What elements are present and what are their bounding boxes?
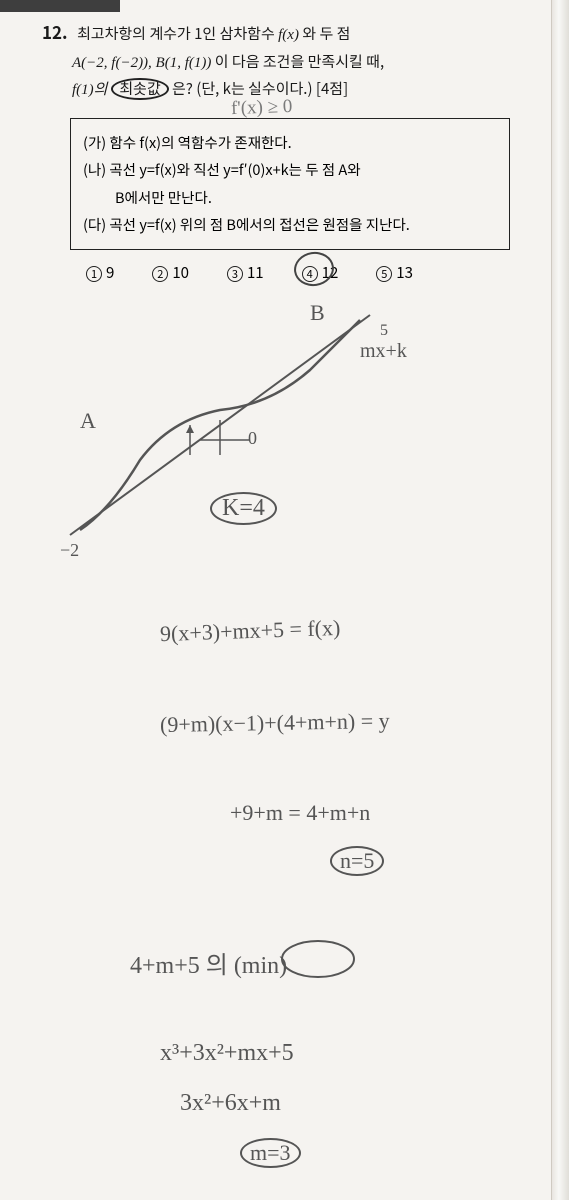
problem-line-2: A(−2, f(−2)), B(1, f(1)) 이 다음 조건을 만족시킬 때… bbox=[72, 49, 539, 77]
hw-eq5: x³+3x²+mx+5 bbox=[160, 1040, 294, 1067]
option-3: 311 bbox=[227, 262, 264, 283]
cond-a-tag: (가) bbox=[83, 132, 106, 153]
hw-eq1: 9(x+3)+mx+5 = f(x) bbox=[160, 615, 341, 647]
hw-fprime-ge0: f'(x) ≥ 0 bbox=[231, 95, 293, 119]
option-4: 412 bbox=[302, 262, 339, 283]
problem-text-1a: 최고차항의 계수가 1인 삼차함수 bbox=[77, 23, 278, 44]
hw-minus2: −2 bbox=[60, 540, 79, 561]
condition-a: (가) 함수 f(x)의 역함수가 존재한다. bbox=[83, 129, 497, 157]
scan-right-edge bbox=[551, 0, 569, 1200]
hw-eq4: 4+m+5 의 (min) bbox=[130, 945, 287, 980]
hw-eq4-circle bbox=[278, 938, 358, 980]
hw-eq2: (9+m)(x−1)+(4+m+n) = y bbox=[160, 708, 390, 738]
problem-text-1b: 와 두 점 bbox=[302, 23, 350, 44]
hw-five: 5 bbox=[380, 322, 388, 340]
problem-line-3: f(1)의 최솟값 은? (단, k는 실수이다.) [4점] bbox=[72, 76, 539, 104]
scan-dark-strip bbox=[0, 0, 120, 12]
answer-options: 19 210 311 412 513 bbox=[86, 262, 539, 283]
hw-eq3: +9+m = 4+m+n bbox=[230, 800, 370, 826]
cond-b-tag: (나) bbox=[83, 159, 106, 180]
condition-b-sub: B에서만 만난다. bbox=[83, 184, 497, 212]
option-5: 513 bbox=[376, 262, 413, 283]
hw-n5: n=5 bbox=[330, 846, 384, 876]
cond-b-text-1: 곡선 y=f(x)와 직선 y=f′(0)x+k는 두 점 A와 bbox=[109, 159, 360, 180]
hw-mxk: mx+k bbox=[360, 340, 407, 363]
hw-m3: m=3 bbox=[240, 1138, 301, 1168]
problem-AB: A(−2, f(−2)), B(1, f(1)) bbox=[72, 55, 211, 71]
problem-number: 12. bbox=[42, 19, 68, 44]
problem-text-2: 이 다음 조건을 만족시킬 때, bbox=[215, 51, 384, 72]
cond-c-tag: (다) bbox=[83, 214, 106, 235]
condition-b: (나) 곡선 y=f(x)와 직선 y=f′(0)x+k는 두 점 A와 bbox=[83, 156, 497, 184]
cond-b-text-2: B에서만 만난다. bbox=[115, 187, 212, 208]
problem-line-1: 12. 최고차항의 계수가 1인 삼차함수 f(x) 와 두 점 bbox=[42, 18, 539, 49]
option-2: 210 bbox=[152, 262, 189, 283]
hw-eq6: 3x²+6x+m bbox=[180, 1090, 281, 1117]
condition-box: f'(x) ≥ 0 (가) 함수 f(x)의 역함수가 존재한다. (나) 곡선… bbox=[70, 118, 510, 250]
cond-c-text: 곡선 y=f(x) 위의 점 B에서의 접선은 원점을 지난다. bbox=[109, 214, 409, 235]
hw-K4: K=4 bbox=[210, 492, 277, 525]
problem-fx: f(x) bbox=[278, 27, 299, 43]
problem-f1: f(1)의 bbox=[72, 82, 111, 98]
hw-A-label: A bbox=[80, 408, 96, 434]
cond-a-text: 함수 f(x)의 역함수가 존재한다. bbox=[109, 132, 291, 153]
problem-text-3: 은? (단, k는 실수이다.) [4점] bbox=[172, 78, 348, 99]
hw-zero: 0 bbox=[248, 428, 257, 449]
condition-c: (다) 곡선 y=f(x) 위의 점 B에서의 접선은 원점을 지난다. bbox=[83, 211, 497, 239]
problem-circled-word: 최솟값 bbox=[111, 78, 168, 100]
hw-B-label: B bbox=[310, 300, 325, 326]
option-1: 19 bbox=[86, 262, 114, 283]
